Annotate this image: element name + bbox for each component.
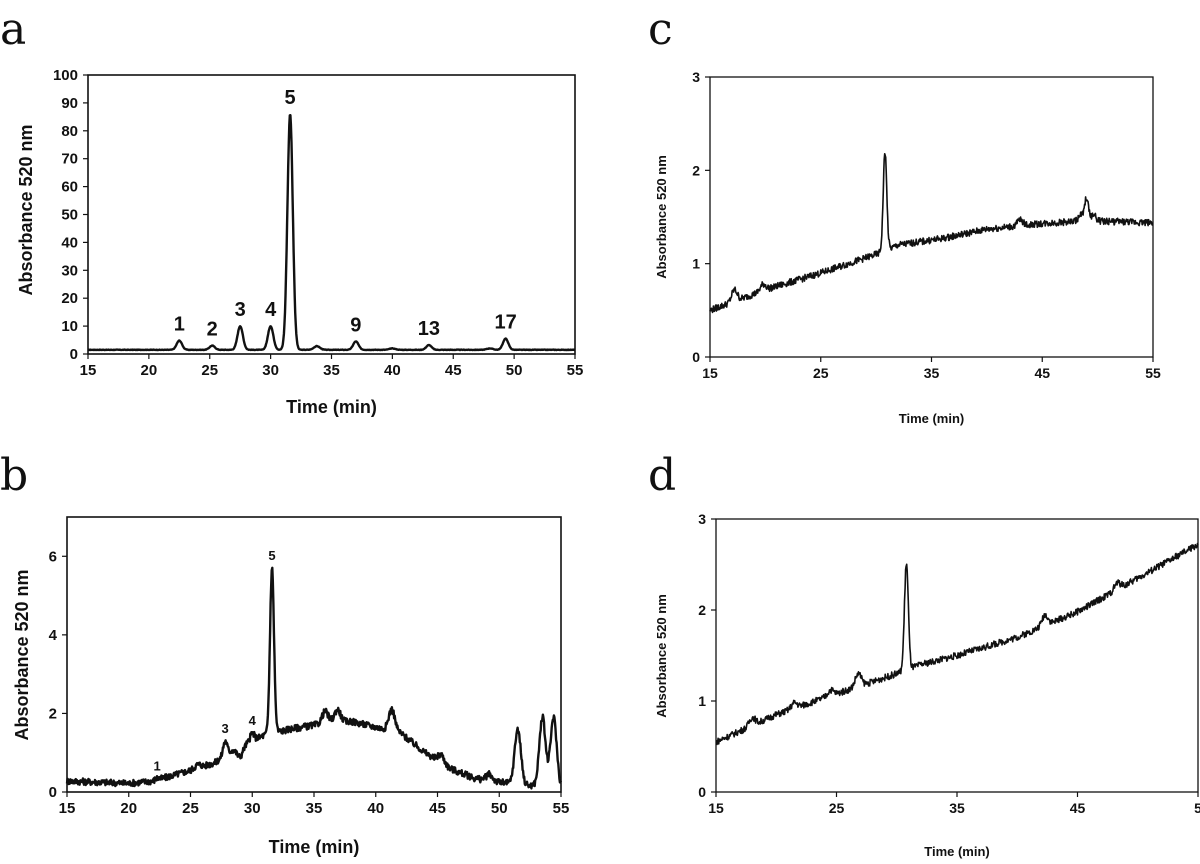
panel-letter-c: c [648,4,673,55]
chart-d: 15 25 35 45 5 0 1 2 3 Time (min) Absorbance 520 nm [654,511,1200,859]
series-line [65,566,563,790]
x-tick-label: 45 [1070,800,1086,816]
x-tick-label: 30 [262,362,279,379]
y-tick-label: 1 [698,693,706,709]
y-tick-label: 3 [698,511,706,527]
x-tick-label: 15 [708,800,724,816]
panel-letter-b: b [0,450,28,501]
x-tick-label: 45 [429,800,446,817]
x-tick-label: 55 [553,800,570,817]
chart-c: 15 25 35 45 55 0 1 2 3 Time (min) Absorbance 520 n… [654,69,1161,426]
peak-label: 1 [174,314,185,336]
y-tick-label: 1 [692,256,700,272]
x-tick-label: 25 [201,362,218,379]
x-tick-label: 45 [445,362,462,379]
x-tick-label: 35 [924,365,940,381]
y-tick-label: 90 [61,95,78,112]
x-tick-label: 30 [244,800,261,817]
y-tick-label: 6 [49,548,57,565]
y-axis-title: Absorbance 520 nm [12,569,32,740]
y-tick-label: 0 [692,349,700,365]
x-axis-title: Time (min) [269,837,360,857]
y-tick-label: 2 [49,705,57,722]
x-tick-label: 50 [506,362,523,379]
x-tick-label: 25 [182,800,199,817]
y-tick-label: 70 [61,151,78,168]
chart-panels: 15 20 25 30 35 40 45 50 550102030405060708090100… [12,67,1200,859]
peak-label: 4 [265,299,277,321]
x-tick-label: 55 [1145,365,1161,381]
x-tick-label: 20 [120,800,137,817]
plot-frame [709,76,1154,358]
x-tick-label: 5 [1194,800,1200,816]
peak-label: 3 [235,299,246,321]
chart-a: 15 20 25 30 35 40 45 50 550102030405060708090100… [16,67,583,417]
x-axis-title: Time (min) [286,397,377,417]
x-tick-label: 35 [323,362,340,379]
series-line [709,153,1154,314]
x-tick-label: 25 [829,800,845,816]
panel-letter-a: a [0,4,26,55]
y-tick-label: 100 [53,67,78,84]
y-tick-label: 0 [70,346,78,363]
x-tick-label: 25 [813,365,829,381]
peak-label: 9 [350,314,361,336]
y-axis-title: Absorbance 520 nm [654,594,669,718]
peak-label: 4 [249,713,257,728]
x-tick-label: 15 [702,365,718,381]
y-tick-label: 20 [61,290,78,307]
peak-label: 3 [221,721,228,736]
peak-label: 5 [285,87,296,109]
y-tick-label: 2 [698,602,706,618]
x-tick-label: 45 [1034,365,1050,381]
y-tick-label: 0 [698,784,706,800]
x-tick-label: 35 [949,800,965,816]
plot-frame [66,516,562,793]
peak-label: 2 [207,319,218,341]
series-line [87,113,576,352]
y-tick-label: 0 [49,784,57,801]
y-tick-label: 60 [61,179,78,196]
y-axis-title: Absorbance 520 nm [16,124,36,295]
peak-label: 1 [154,758,161,773]
x-tick-label: 55 [567,362,584,379]
peak-label: 13 [418,318,440,340]
peak-label: 17 [494,312,516,334]
peak-label: 5 [268,548,275,563]
x-tick-label: 40 [384,362,401,379]
y-tick-label: 80 [61,123,78,140]
y-tick-label: 4 [49,627,58,644]
x-axis-title: Time (min) [899,411,965,426]
series-line [715,542,1199,746]
x-tick-label: 35 [306,800,323,817]
x-tick-label: 15 [80,362,97,379]
panel-letter-d: d [648,450,676,501]
y-tick-label: 10 [61,318,78,335]
y-tick-label: 2 [692,162,700,178]
x-tick-label: 50 [491,800,508,817]
x-axis-title: Time (min) [924,844,990,859]
y-tick-label: 30 [61,262,78,279]
x-tick-label: 20 [141,362,158,379]
y-tick-label: 40 [61,234,78,251]
x-tick-label: 40 [367,800,384,817]
y-axis-title: Absorbance 520 nm [654,155,669,279]
x-tick-label: 15 [59,800,76,817]
y-tick-label: 3 [692,69,700,85]
y-tick-label: 50 [61,207,78,224]
